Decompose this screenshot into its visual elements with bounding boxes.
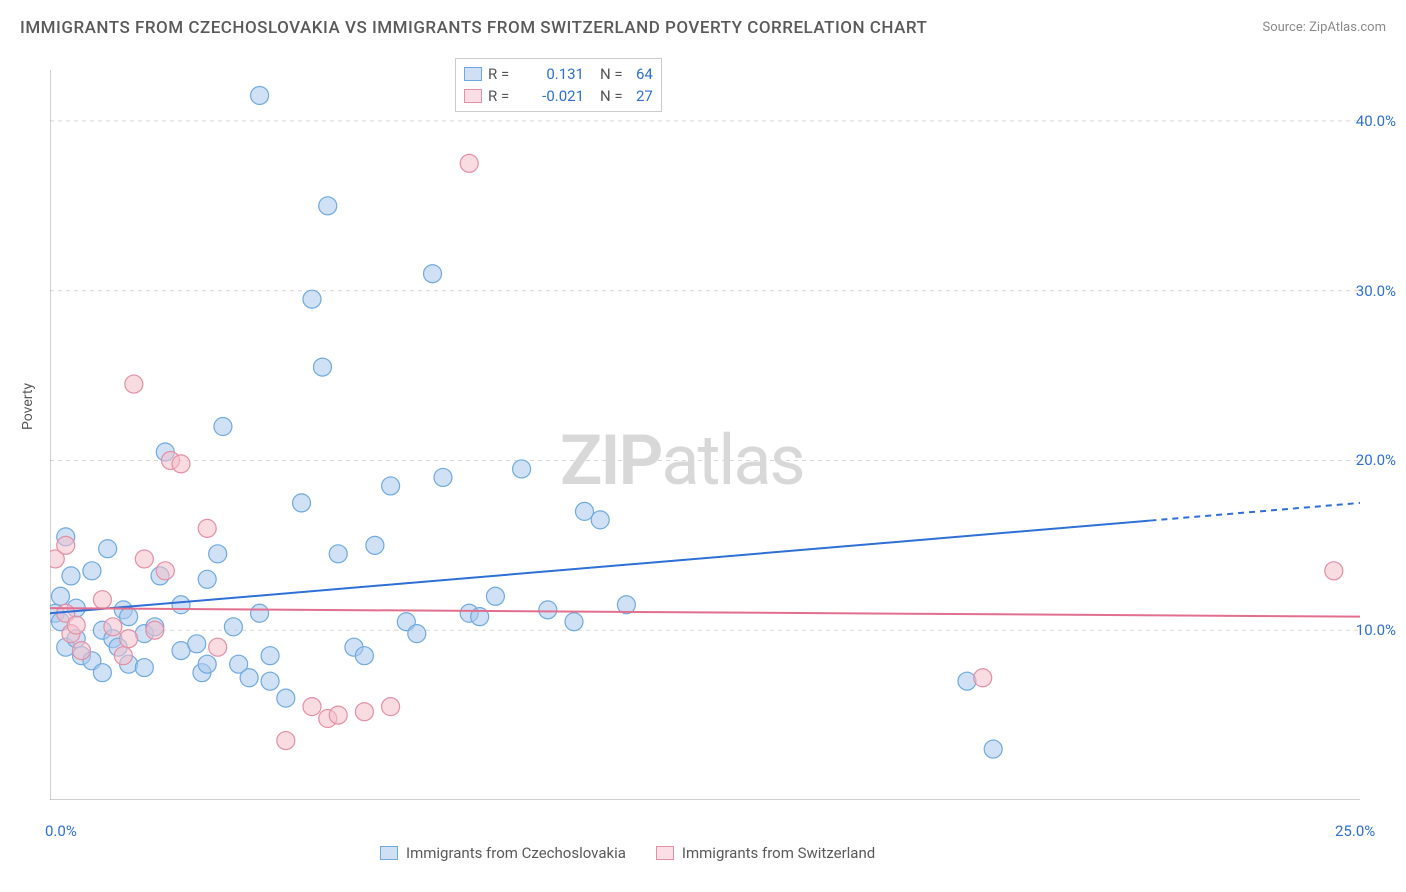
legend-correlation-row: R = 0.131 N = 64 [464,63,653,85]
legend-swatch [656,846,674,860]
y-axis-tick-label: 30.0% [1356,282,1396,300]
y-axis-tick-label: 10.0% [1356,621,1396,639]
y-axis-tick-label: 40.0% [1356,112,1396,130]
legend-series-item: Immigrants from Switzerland [656,844,875,862]
r-value: -0.021 [524,87,584,105]
x-axis-min-label: 0.0% [45,822,77,840]
legend-swatch [380,846,398,860]
n-label: N = [600,87,630,105]
r-label: R = [488,65,518,83]
r-value: 0.131 [524,65,584,83]
legend-correlation-row: R = -0.021 N = 27 [464,85,653,107]
legend-swatch [464,67,482,81]
chart-title: IMMIGRANTS FROM CZECHOSLOVAKIA VS IMMIGR… [20,18,927,38]
legend-series-item: Immigrants from Czechoslovakia [380,844,626,862]
scatter-chart [50,60,1360,800]
y-axis-tick-label: 20.0% [1356,451,1396,469]
source-label: Source: ZipAtlas.com [1262,20,1386,35]
r-label: R = [488,87,518,105]
legend-series-label: Immigrants from Czechoslovakia [406,844,626,862]
legend-correlation: R = 0.131 N = 64 R = -0.021 N = 27 [455,58,662,112]
n-value: 64 [636,65,653,83]
legend-series: Immigrants from Czechoslovakia Immigrants… [380,844,875,862]
n-value: 27 [636,87,653,105]
legend-series-label: Immigrants from Switzerland [682,844,875,862]
n-label: N = [600,65,630,83]
y-axis-label: Poverty [20,383,36,430]
chart-area [50,60,1360,800]
x-axis-max-label: 25.0% [1335,822,1375,840]
legend-swatch [464,89,482,103]
